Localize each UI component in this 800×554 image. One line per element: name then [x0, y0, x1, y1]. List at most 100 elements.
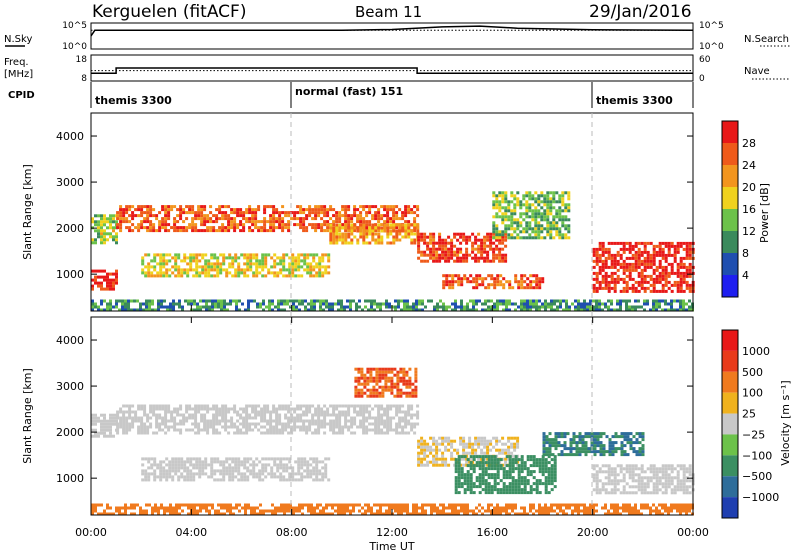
echo-cell [159, 265, 163, 269]
echo-cell [254, 226, 258, 230]
echo-cell [688, 241, 692, 245]
echo-cell [545, 441, 549, 445]
echo-cell [623, 453, 627, 457]
echo-cell [634, 256, 638, 260]
echo-cell [377, 410, 381, 414]
echo-cell [610, 265, 614, 269]
echo-cell [210, 466, 214, 470]
echo-cell [670, 253, 674, 257]
echo-cell [679, 259, 683, 263]
echo-cell [472, 308, 475, 312]
echo-cell [237, 256, 241, 260]
echo-cell [311, 431, 315, 435]
echo-cell [140, 211, 144, 215]
echo-cell [263, 410, 267, 414]
echo-cell [97, 220, 100, 224]
echo-cell [652, 289, 656, 293]
echo-cell [115, 275, 118, 279]
echo-cell [296, 404, 300, 408]
echo-cell [543, 203, 547, 207]
echo-cell [480, 436, 484, 440]
echo-cell [496, 473, 500, 477]
echo-cell [212, 404, 216, 408]
echo-cell [278, 422, 282, 426]
echo-cell [152, 223, 156, 227]
echo-cell [350, 425, 354, 429]
echo-cell [598, 268, 602, 272]
echo-cell [344, 220, 348, 224]
echo-cell [664, 274, 668, 278]
echo-cell [596, 441, 600, 445]
echo-cell [610, 482, 614, 486]
echo-cell [682, 241, 686, 245]
echo-cell [510, 212, 514, 216]
echo-cell [495, 439, 499, 443]
echo-cell [296, 425, 300, 429]
echo-cell [420, 253, 424, 257]
echo-cell [396, 388, 400, 392]
echo-cell [383, 422, 387, 426]
echo-cell [303, 262, 307, 266]
echo-cell [426, 442, 430, 446]
echo-cell [275, 220, 279, 224]
echo-cell [363, 379, 367, 383]
echo-cell [192, 253, 196, 257]
echo-cell [214, 305, 217, 309]
echo-cell [319, 308, 322, 312]
echo-cell [558, 233, 562, 237]
echo-cell [595, 476, 599, 480]
echo-cell [625, 268, 629, 272]
echo-cell [179, 422, 183, 426]
echo-cell [326, 223, 330, 227]
echo-cell [546, 218, 550, 222]
echo-cell [492, 227, 496, 231]
echo-cell [661, 473, 665, 477]
echo-cell [335, 404, 339, 408]
echo-cell [401, 223, 405, 227]
echo-cell [567, 194, 571, 198]
echo-cell [350, 232, 354, 236]
echo-cell [490, 473, 494, 477]
echo-cell [136, 308, 139, 312]
echo-cell [664, 476, 668, 480]
echo-cell [218, 211, 222, 215]
echo-cell [459, 232, 463, 236]
echo-cell [451, 280, 455, 284]
echo-cell [368, 220, 372, 224]
echo-cell [247, 305, 250, 309]
echo-cell [344, 425, 348, 429]
echo-cell [514, 488, 518, 492]
echo-cell [569, 441, 573, 445]
echo-cell [531, 209, 535, 213]
echo-cell [395, 425, 399, 429]
echo-cell [371, 217, 375, 221]
echo-cell [315, 475, 319, 479]
echo-cell [634, 259, 638, 263]
echo-cell [153, 469, 157, 473]
echo-cell [269, 431, 273, 435]
echo-cell [378, 385, 382, 389]
echo-cell [610, 479, 614, 483]
echo-cell [306, 460, 310, 464]
echo-cell [541, 470, 545, 474]
echo-cell [670, 308, 673, 312]
echo-cell [272, 431, 276, 435]
echo-cell [398, 208, 402, 212]
echo-cell [362, 407, 366, 411]
echo-cell [462, 445, 466, 449]
echo-cell [194, 404, 198, 408]
echo-cell [255, 271, 259, 275]
echo-cell [423, 250, 427, 254]
echo-cell [477, 439, 481, 443]
echo-cell [514, 485, 518, 489]
echo-cell [593, 438, 597, 442]
echo-cell [688, 265, 692, 269]
echo-cell [209, 422, 213, 426]
echo-cell [297, 274, 301, 278]
echo-cell [460, 283, 464, 287]
nsearch-label: N.Search [744, 34, 789, 45]
echo-cell [462, 442, 466, 446]
echo-cell [91, 302, 94, 306]
echo-cell [159, 475, 163, 479]
echo-cell [186, 472, 190, 476]
